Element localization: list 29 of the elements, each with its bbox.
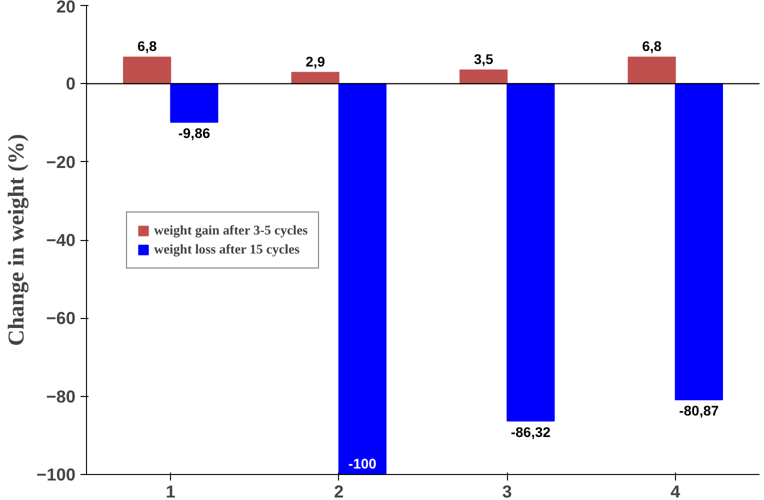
y-axis-title: Change in weight (%) bbox=[3, 134, 28, 346]
x-tick-label: 4 bbox=[670, 482, 681, 500]
data-label: 6,8 bbox=[137, 38, 158, 54]
y-tick-label: 0 bbox=[66, 74, 76, 94]
legend-label: weight gain after 3-5 cycles bbox=[154, 222, 308, 238]
data-label: -9,86 bbox=[178, 125, 210, 142]
x-tick-label: 3 bbox=[502, 482, 512, 500]
bar bbox=[170, 83, 218, 123]
bar bbox=[628, 56, 676, 84]
bar bbox=[338, 83, 386, 474]
data-label: -100 bbox=[348, 456, 377, 472]
bar bbox=[123, 56, 172, 84]
x-tick-label: 2 bbox=[334, 482, 344, 500]
data-label: 2,9 bbox=[306, 53, 326, 70]
data-label: -86,32 bbox=[510, 424, 551, 440]
data-label: 6,8 bbox=[642, 38, 662, 54]
y-tick-label: −60 bbox=[46, 308, 76, 328]
bar bbox=[460, 69, 508, 84]
x-tick-label: 1 bbox=[166, 482, 176, 500]
y-tick-label: −100 bbox=[36, 464, 76, 484]
y-tick-label: −20 bbox=[46, 152, 76, 172]
data-label: 3,5 bbox=[474, 51, 494, 68]
bar bbox=[674, 83, 723, 400]
legend-label: weight loss after 15 cycles bbox=[154, 241, 300, 257]
y-tick-label: 20 bbox=[56, 0, 76, 16]
data-label: -80,87 bbox=[679, 402, 719, 419]
y-tick-label: −40 bbox=[46, 230, 76, 250]
y-tick-label: −80 bbox=[46, 386, 76, 406]
bar bbox=[506, 83, 555, 422]
